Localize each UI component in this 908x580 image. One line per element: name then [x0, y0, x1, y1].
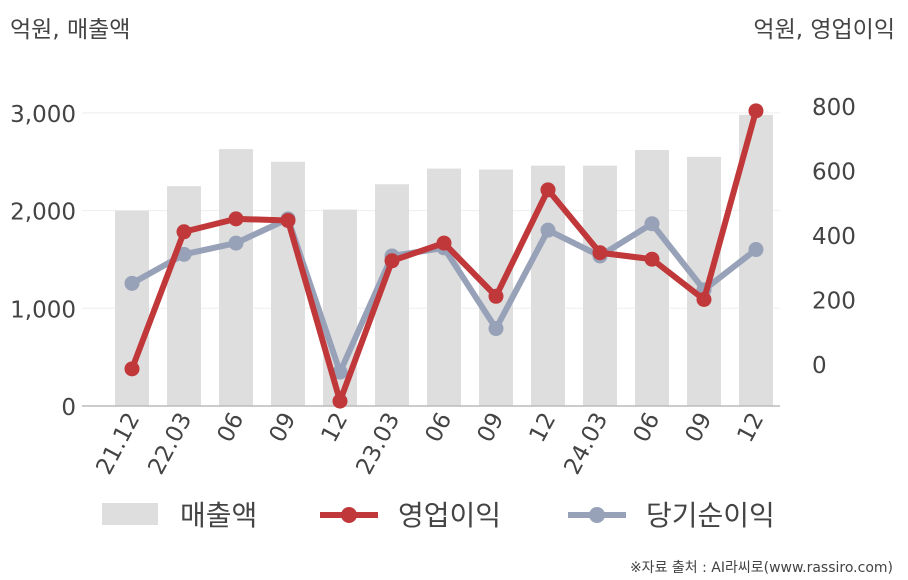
point-operating-profit: [592, 245, 608, 261]
y-left-tick-label: 3,000: [10, 102, 76, 128]
point-operating-profit: [696, 292, 712, 307]
x-tick-label: 21.12: [91, 409, 145, 479]
legend-marker-operating-profit: [341, 507, 357, 523]
point-operating-profit: [124, 361, 140, 377]
bar-revenue: [115, 210, 149, 406]
point-operating-profit: [748, 103, 764, 119]
bar-revenue: [271, 161, 305, 406]
x-tick-label: 22.03: [143, 409, 197, 479]
x-tick-label: 23.03: [351, 409, 405, 479]
line-series: [124, 103, 764, 409]
point-net-income: [332, 364, 348, 380]
point-operating-profit: [488, 288, 504, 304]
y-left-tick-labels: 0 1,000 2,000 3,000: [10, 102, 76, 421]
point-operating-profit: [436, 235, 452, 251]
bar-revenue: [427, 168, 461, 406]
y-right-tick-labels: 0 200 400 600 800: [812, 95, 856, 379]
legend: 매출액 영업이익 당기순이익: [102, 499, 775, 532]
x-tick-label: 06: [213, 409, 250, 447]
y-right-axis-label: 억원, 영업이익: [753, 17, 895, 43]
point-net-income: [540, 222, 556, 238]
legend-swatch-revenue: [102, 503, 158, 525]
x-tick-label: 06: [421, 409, 458, 447]
x-tick-label: 12: [317, 409, 354, 447]
bar-revenue: [167, 186, 201, 406]
point-net-income: [228, 235, 244, 251]
point-operating-profit: [280, 212, 296, 228]
x-tick-label: 06: [629, 409, 666, 447]
point-operating-profit: [332, 393, 348, 409]
point-net-income: [644, 216, 660, 232]
x-tick-label: 09: [265, 409, 302, 447]
point-operating-profit: [540, 182, 556, 198]
point-net-income: [488, 321, 504, 337]
x-tick-label: 09: [473, 409, 510, 447]
y-left-tick-label: 0: [61, 395, 76, 421]
y-right-tick-label: 600: [812, 160, 856, 186]
y-left-axis-label: 억원, 매출액: [10, 17, 130, 43]
bar-series-revenue: [115, 114, 773, 406]
y-right-tick-label: 200: [812, 289, 856, 315]
point-operating-profit: [384, 253, 400, 269]
legend-marker-net-income: [589, 507, 605, 523]
x-tick-label: 09: [681, 409, 718, 447]
x-tick-label: 12: [733, 409, 770, 447]
point-net-income: [748, 242, 764, 258]
y-left-tick-label: 1,000: [10, 297, 76, 323]
y-right-tick-label: 0: [812, 353, 827, 379]
legend-label-operating-profit: 영업이익: [398, 499, 501, 532]
point-operating-profit: [644, 251, 660, 267]
bar-revenue: [583, 165, 617, 406]
point-net-income: [176, 246, 192, 262]
y-left-tick-label: 2,000: [10, 200, 76, 226]
legend-label-revenue: 매출액: [180, 499, 257, 532]
point-operating-profit: [228, 211, 244, 227]
legend-label-net-income: 당기순이익: [646, 499, 775, 532]
x-tick-label: 24.03: [559, 409, 613, 479]
point-net-income: [124, 275, 140, 291]
bar-revenue: [635, 150, 669, 406]
bar-revenue: [219, 149, 253, 406]
y-right-tick-label: 800: [812, 95, 856, 121]
y-right-tick-label: 400: [812, 224, 856, 250]
source-note: ※자료 출처 : AI라씨로(www.rassiro.com): [630, 560, 893, 576]
point-operating-profit: [176, 224, 192, 240]
x-tick-label: 12: [525, 409, 562, 447]
